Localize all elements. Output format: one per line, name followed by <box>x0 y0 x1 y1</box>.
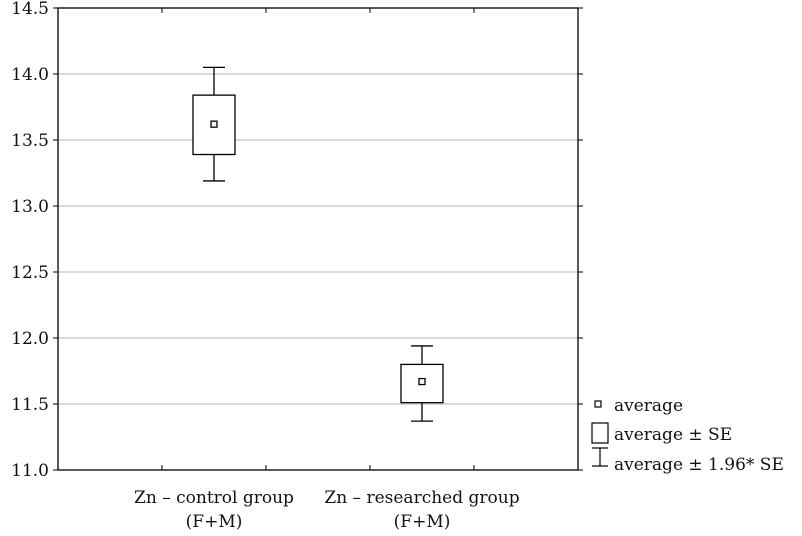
x-category-label: Zn – control group <box>134 488 294 508</box>
mean-marker <box>210 120 218 128</box>
plot-frame <box>57 7 579 471</box>
legend-label-ci: average ± 1.96* SE <box>614 455 784 475</box>
y-tick-label: 13.5 <box>11 131 49 151</box>
x-category-sublabel: (F+M) <box>186 512 243 532</box>
x-axis: Zn – control group (F+M) Zn – researched g… <box>134 8 520 532</box>
gridlines <box>58 73 578 405</box>
y-tick-label: 12.0 <box>11 329 49 349</box>
legend: average average ± SE average ± 1.96* SE <box>591 396 784 475</box>
box-group <box>192 66 236 182</box>
legend-mean-symbol <box>594 400 602 408</box>
y-axis: 11.0 11.5 12.0 12.5 13.0 13.5 14.0 14.5 <box>11 0 583 481</box>
x-category-label: Zn – researched group <box>324 488 519 508</box>
y-tick-label: 14.5 <box>11 0 49 19</box>
box-series <box>192 66 444 422</box>
mean-marker <box>418 377 426 386</box>
y-tick-label: 11.5 <box>11 395 49 415</box>
y-tick-label: 13.0 <box>11 197 49 217</box>
x-category-sublabel: (F+M) <box>394 512 451 532</box>
legend-box-symbol <box>591 422 609 444</box>
y-tick-label: 12.5 <box>11 263 49 283</box>
y-tick-label: 11.0 <box>11 461 49 481</box>
legend-label-se: average ± SE <box>614 425 732 445</box>
legend-label-average: average <box>614 396 683 416</box>
y-tick-label: 14.0 <box>11 65 49 85</box>
box-group <box>400 345 444 422</box>
